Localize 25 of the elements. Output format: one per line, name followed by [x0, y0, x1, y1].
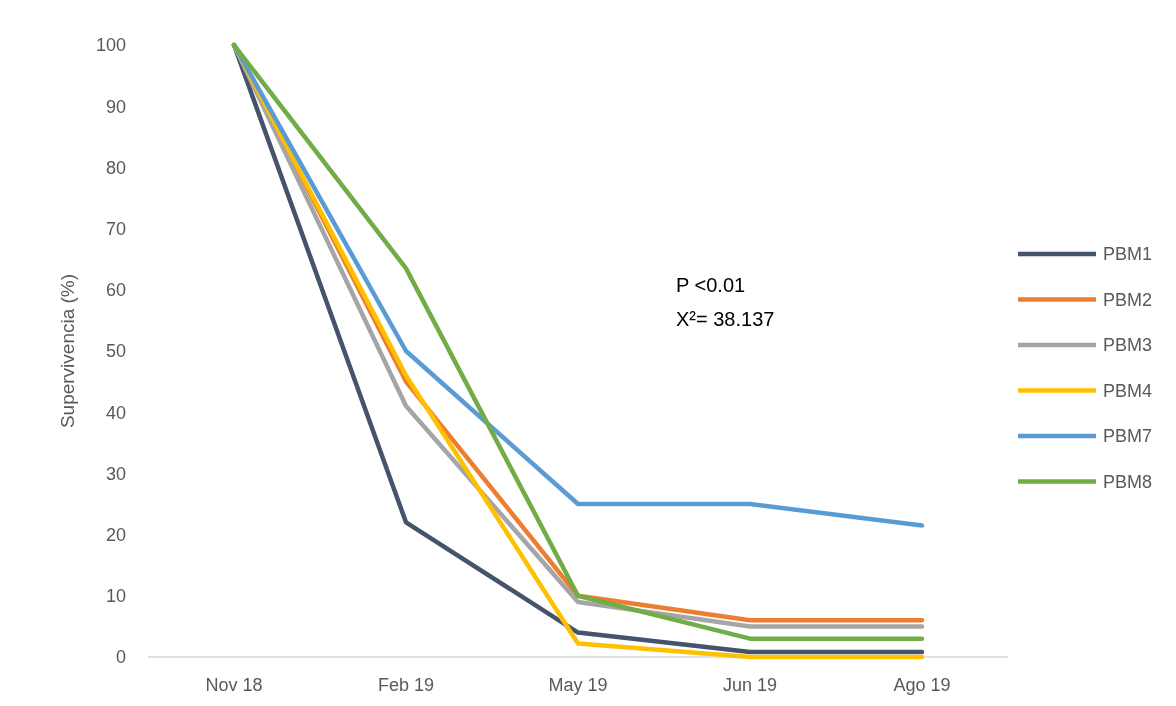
y-tick-label: 30 [105, 463, 126, 484]
legend-label: PBM2 [1103, 289, 1153, 310]
x-tick-label: Nov 18 [205, 675, 263, 695]
y-tick-label: 100 [95, 35, 126, 56]
y-tick-label: 50 [105, 341, 126, 362]
x-tick-label: Feb 19 [377, 675, 435, 695]
legend-label: PBM3 [1103, 335, 1153, 356]
legend-label: PBM4 [1103, 380, 1153, 401]
annotation: P <0.01 [676, 274, 746, 296]
y-tick-label: 60 [105, 280, 126, 301]
y-tick-label: 90 [105, 96, 126, 117]
legend-label: PBM7 [1103, 426, 1153, 447]
y-axis-title: Supervivencia (%) [57, 273, 78, 429]
legend-label: PBM1 [1103, 244, 1153, 265]
y-tick-label: 20 [105, 524, 126, 545]
y-tick-label: 80 [105, 157, 126, 178]
y-tick-label: 40 [105, 402, 126, 423]
x-tick-label: Ago 19 [893, 675, 951, 695]
legend-label: PBM8 [1103, 471, 1153, 492]
annotation: X²= 38.137 [676, 308, 775, 330]
y-tick-label: 0 [115, 647, 126, 668]
y-tick-label: 70 [105, 218, 126, 239]
x-tick-label: Jun 19 [722, 675, 778, 695]
y-tick-label: 10 [105, 586, 126, 607]
x-tick-label: May 19 [548, 675, 608, 695]
